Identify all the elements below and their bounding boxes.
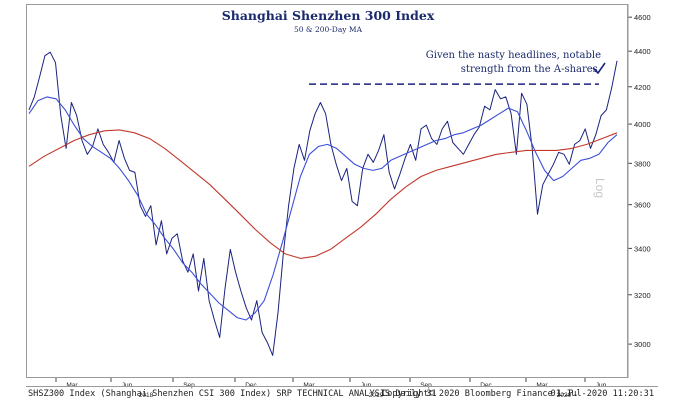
x-tick-label: Jun — [122, 382, 133, 389]
series-line-200-day-ma — [28, 129, 618, 259]
log-scale-label: Log — [593, 178, 607, 199]
x-tick-label: Jun — [361, 382, 372, 389]
x-tick-label: Mar — [66, 382, 78, 389]
series-line-50-day-ma — [28, 96, 618, 321]
footer-copyright: Copyright© 2020 Bloomberg Finance L.P. — [382, 389, 579, 399]
year-label: 2020 — [557, 392, 572, 399]
annotation-line-1: Given the nasty headlines, notable — [425, 50, 601, 61]
y-axis: 3000 3200 3400 3600 3800 4000 4200 4400 4600 — [628, 4, 651, 378]
series-line-shsz300-index — [28, 51, 618, 356]
x-tick-label: Mar — [536, 382, 548, 389]
y-tick-label: 3200 — [634, 291, 651, 300]
year-label: 2018 — [139, 392, 154, 399]
annotation-text: Given the nasty headlines, notable stren… — [426, 49, 601, 77]
y-tick-label: 4400 — [634, 47, 651, 56]
x-tick-label: Dec — [480, 382, 492, 389]
price-chart — [28, 51, 618, 356]
footer-ticker-info: SHSZ300 Index (Shanghai Shenzhen CSI 300… — [28, 389, 437, 399]
y-tick-label: 3800 — [634, 159, 651, 168]
footer-timestamp: 01-Jul-2020 11:20:31 — [550, 389, 654, 399]
y-tick-label: 3400 — [634, 244, 651, 253]
y-tick-label: 4600 — [634, 13, 651, 22]
x-tick-label: Dec — [245, 382, 257, 389]
y-tick-label: 4000 — [634, 120, 651, 129]
x-tick-label: Jun — [596, 382, 607, 389]
footer-bar: SHSZ300 Index (Shanghai Shenzhen CSI 300… — [26, 386, 658, 402]
year-label: 2019 — [369, 392, 384, 399]
x-tick-label: Mar — [303, 382, 315, 389]
y-tick-label: 4200 — [634, 83, 651, 92]
x-axis: Mar Jun Sep Dec Mar Jun Sep Dec Mar Jun 2018 2019 20… — [55, 378, 607, 399]
annotation-line-2: strength from the A-shares. — [460, 64, 601, 75]
y-tick-label: 3000 — [634, 340, 651, 349]
chart-subtitle: 50 & 200-Day MA — [293, 25, 363, 34]
x-tick-label: Sep — [420, 382, 432, 389]
checkmark-icon — [592, 62, 606, 75]
y-tick-label: 3600 — [634, 201, 651, 210]
chart-title: Shanghai Shenzhen 300 Index — [221, 8, 435, 23]
chart-plot-area: Shanghai Shenzhen 300 Index 50 & 200-Day… — [26, 4, 628, 378]
x-tick-label: Sep — [183, 382, 195, 389]
